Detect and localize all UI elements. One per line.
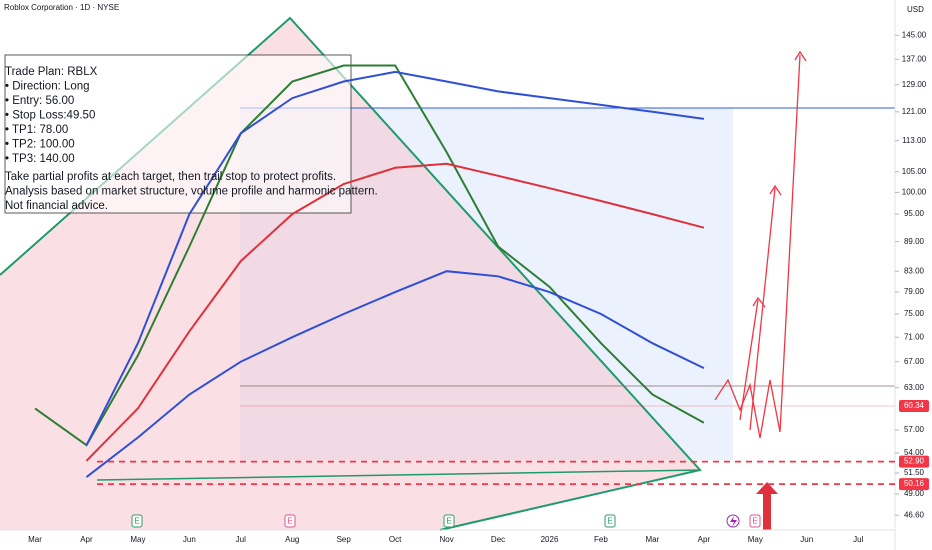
y-tick-label: 83.00 <box>904 266 925 275</box>
series-line <box>85 162 705 462</box>
series-line <box>85 70 705 446</box>
x-tick-label: Feb <box>594 535 608 544</box>
y-tick-label: 46.60 <box>904 510 925 519</box>
note-line: • Stop Loss:49.50 <box>5 110 95 122</box>
price-badge-label: 60.34 <box>904 401 925 410</box>
pattern-base <box>96 469 701 481</box>
x-tick-label: Apr <box>80 535 93 544</box>
note-line: • Direction: Long <box>5 81 90 93</box>
y-tick-label: 137.00 <box>902 54 927 63</box>
series-line <box>85 270 705 478</box>
note-line: Trade Plan: RBLX <box>5 66 98 78</box>
symbol-title: Roblox Corporation · 1D · NYSE <box>4 3 119 12</box>
y-tick-label: 79.00 <box>904 287 925 296</box>
x-tick-label: Aug <box>285 535 299 544</box>
note-line: Take partial profits at each target, the… <box>5 171 336 183</box>
y-tick-label: 71.00 <box>904 332 925 341</box>
y-tick-label: 75.00 <box>904 309 925 318</box>
y-tick-label: 54.00 <box>904 448 925 457</box>
price-badge-label: 52.90 <box>904 457 925 466</box>
x-tick-label: Apr <box>698 535 711 544</box>
x-tick-label: May <box>748 535 763 544</box>
x-tick-label: Jul <box>236 535 246 544</box>
currency: USD <box>907 5 924 14</box>
up-arrow <box>756 482 778 530</box>
note-line: • TP3: 140.00 <box>5 153 75 165</box>
y-tick-label: 105.00 <box>902 167 927 176</box>
event-icon <box>730 516 737 527</box>
y-tick-label: 57.00 <box>904 425 925 434</box>
y-tick-label: 49.00 <box>904 489 925 498</box>
event-icon <box>749 514 761 528</box>
x-tick-label: Jul <box>853 535 863 544</box>
x-tick-label: May <box>130 535 145 544</box>
event-icon <box>284 514 296 528</box>
x-tick-label: Sep <box>337 535 352 544</box>
x-tick-label: Jun <box>183 535 196 544</box>
y-tick-label: 121.00 <box>902 107 927 116</box>
note-line: Analysis based on market structure, volu… <box>5 186 378 198</box>
y-tick-label: 113.00 <box>902 136 926 145</box>
x-tick-label: Mar <box>28 535 42 544</box>
event-label: E <box>607 517 612 526</box>
event-label: E <box>752 517 757 526</box>
note-line: • Entry: 56.00 <box>5 95 74 107</box>
y-tick-label: 95.00 <box>904 209 925 218</box>
event-label: E <box>287 517 292 526</box>
y-tick-label: 63.00 <box>904 383 925 392</box>
note-line: • TP2: 100.00 <box>5 139 75 151</box>
price-badge <box>899 399 929 412</box>
x-tick-label: Oct <box>389 535 402 544</box>
y-tick-label: 89.00 <box>904 237 925 246</box>
event-label: E <box>446 517 451 526</box>
x-tick-label: Jun <box>800 535 813 544</box>
y-tick-label: 67.00 <box>904 357 925 366</box>
y-tick-label: 100.00 <box>902 188 927 197</box>
y-tick-label: 129.00 <box>902 80 927 89</box>
series-line <box>34 64 705 447</box>
y-tick-label: 145.00 <box>902 30 927 39</box>
x-tick-label: 2026 <box>541 535 559 544</box>
event-icon <box>443 514 455 528</box>
note-line: Not financial advice. <box>5 200 108 212</box>
x-tick-label: Dec <box>491 535 505 544</box>
projection-arrows <box>714 50 807 439</box>
x-tick-label: Mar <box>646 535 660 544</box>
event-label: E <box>134 517 139 526</box>
note-line: • TP1: 78.00 <box>5 124 68 136</box>
price-badge <box>899 478 929 491</box>
event-icon <box>131 514 143 528</box>
price-badge-label: 50.16 <box>904 479 925 488</box>
x-tick-label: Nov <box>439 535 453 544</box>
event-icon <box>604 514 616 528</box>
y-tick-label: 51.50 <box>904 468 925 477</box>
price-badge <box>899 455 929 468</box>
